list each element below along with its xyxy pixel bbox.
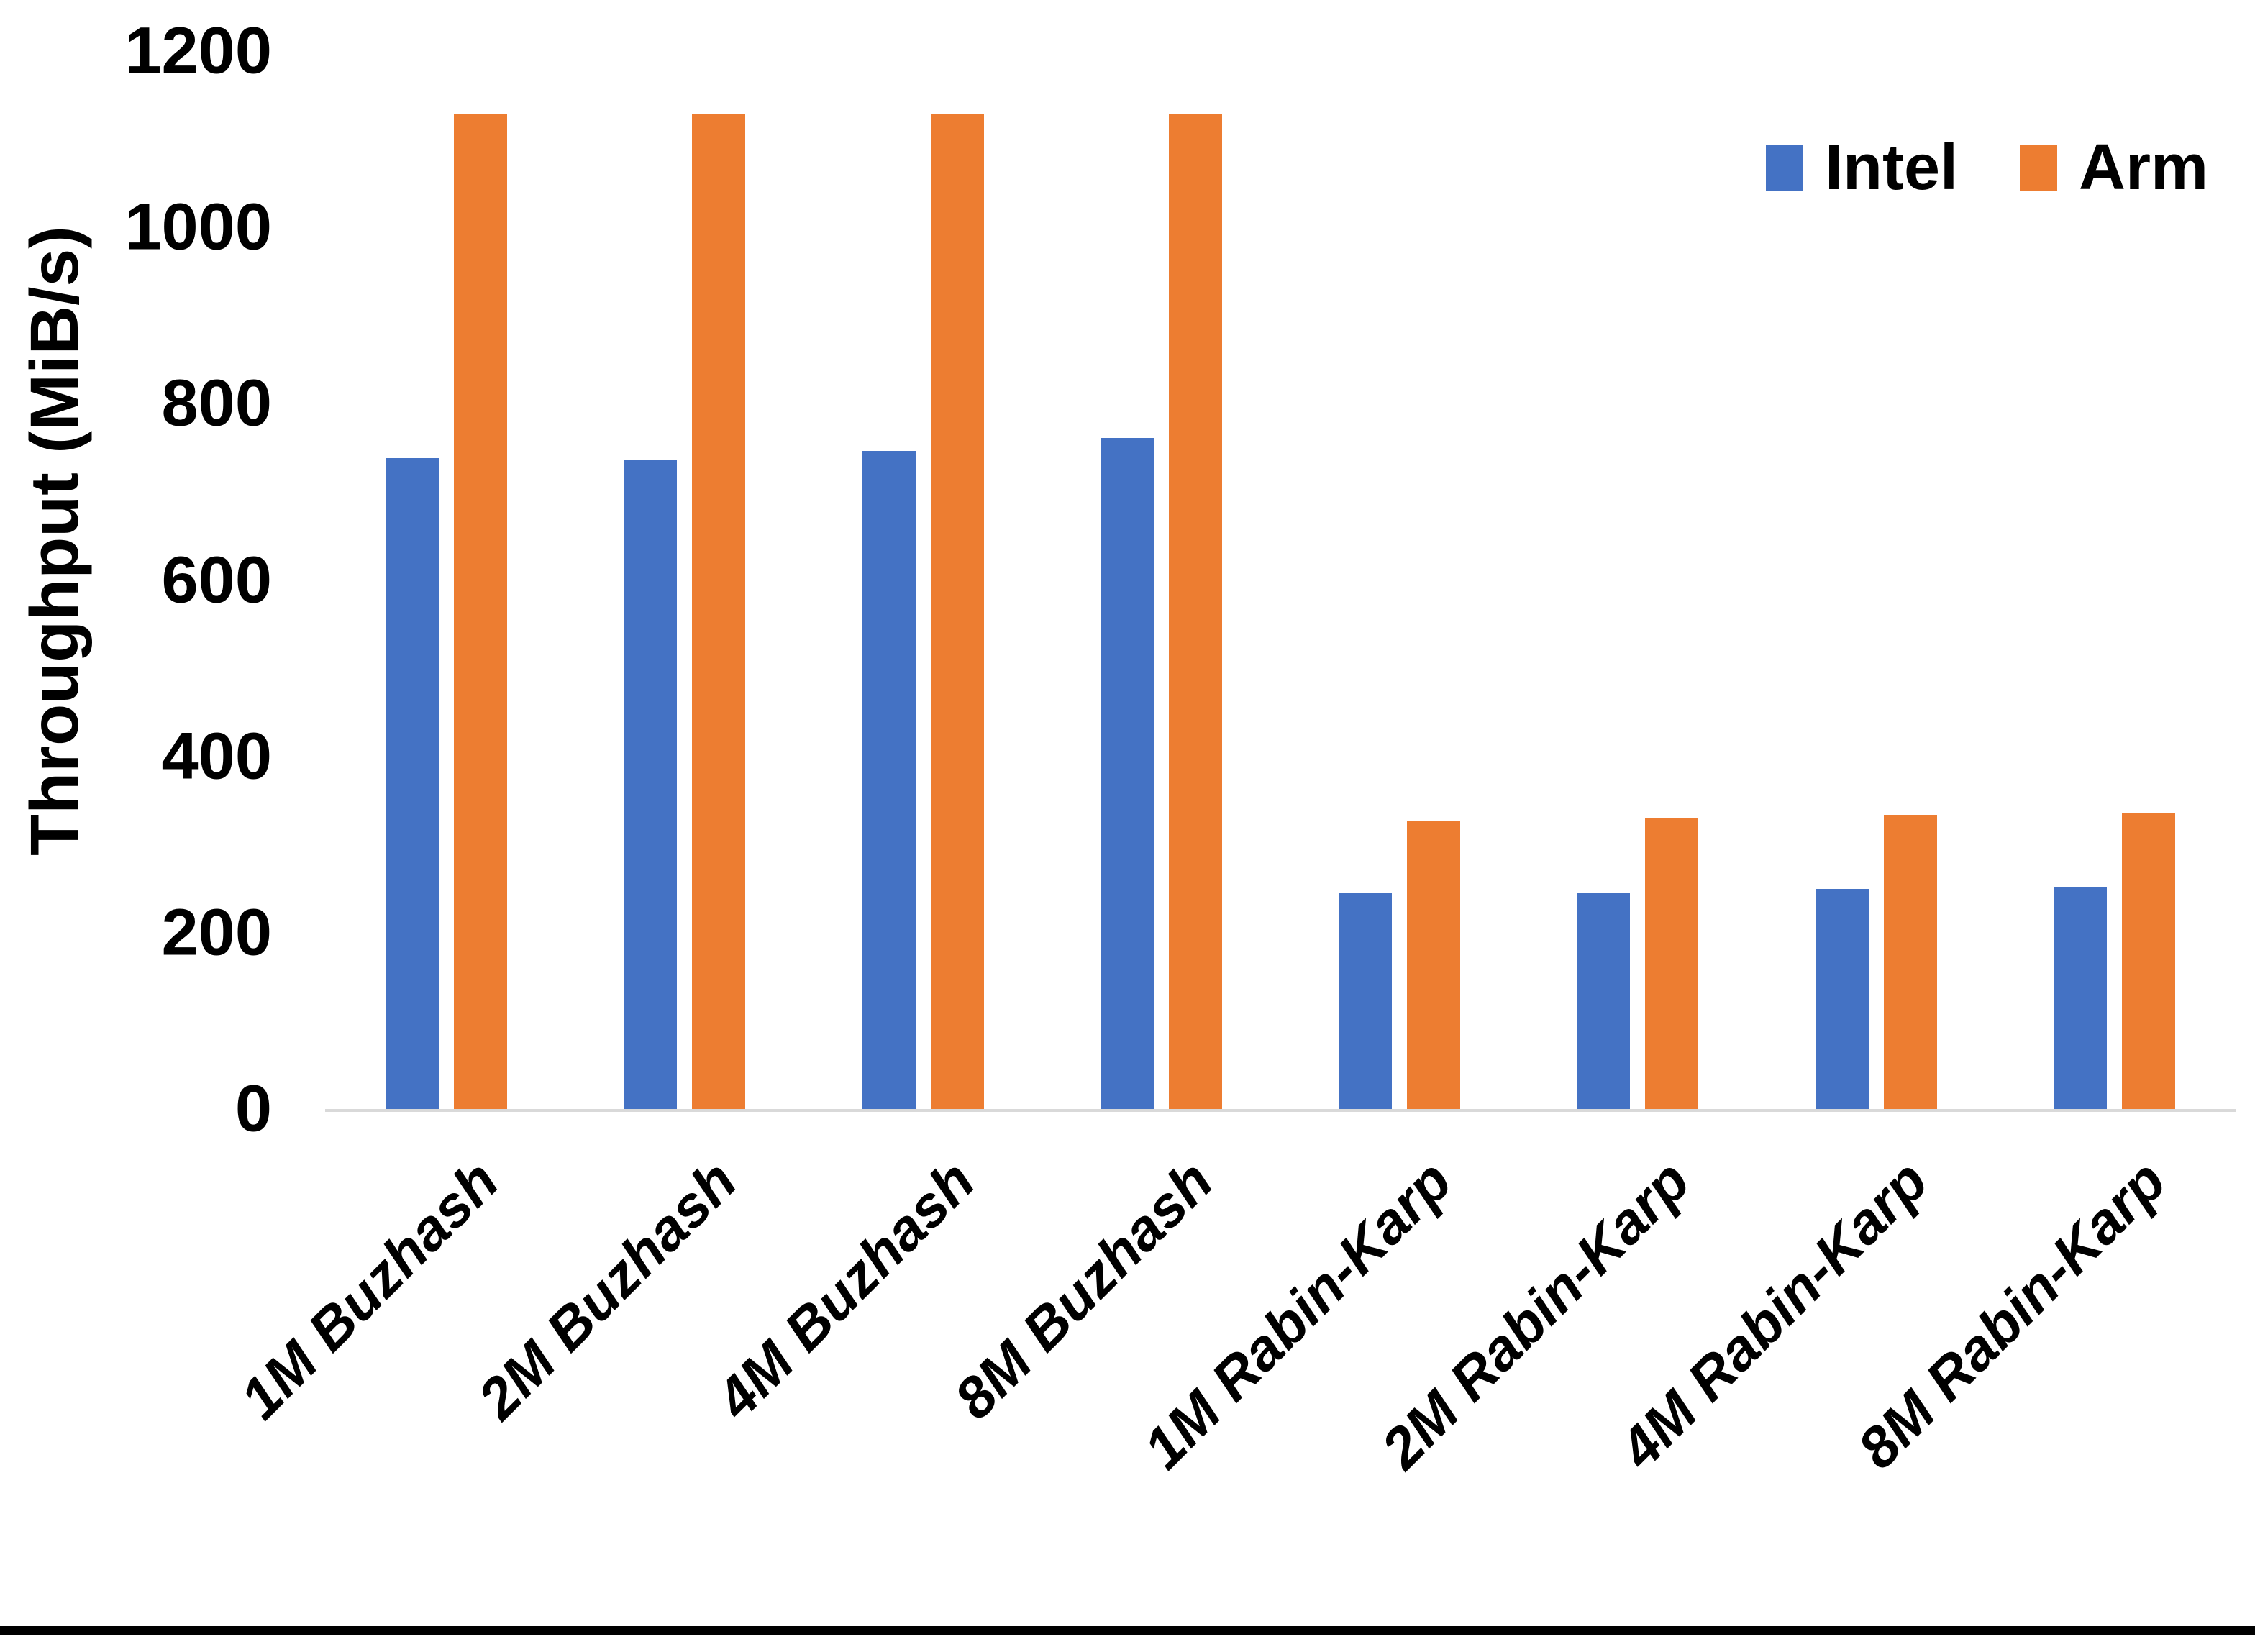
y-tick-label-400: 400 xyxy=(161,719,273,793)
x-category-label-8m-buzhash: 8M Buzhash xyxy=(942,1148,1226,1431)
x-category-label-1m-rabin-karp: 1M Rabin-Karp xyxy=(1131,1148,1464,1481)
y-tick-label-800: 800 xyxy=(161,366,273,440)
intel-bar-4m-buzhash xyxy=(862,451,916,1110)
arm-bar-8m-rabin-karp xyxy=(2121,812,2175,1110)
arm-bar-1m-buzhash xyxy=(454,114,508,1110)
legend: Intel Arm xyxy=(1766,131,2208,205)
x-category-label-4m-rabin-karp: 4M Rabin-Karp xyxy=(1607,1148,1940,1481)
intel-bar-1m-buzhash xyxy=(386,457,439,1110)
arm-bar-4m-rabin-karp xyxy=(1883,815,1937,1110)
arm-legend-swatch-icon xyxy=(2020,145,2058,191)
arm-bar-1m-rabin-karp xyxy=(1407,820,1461,1110)
intel-bar-4m-rabin-karp xyxy=(1815,889,1869,1110)
intel-bar-2m-rabin-karp xyxy=(1577,893,1631,1110)
x-category-label-2m-rabin-karp: 2M Rabin-Karp xyxy=(1369,1148,1702,1481)
y-tick-label-200: 200 xyxy=(161,895,273,969)
intel-legend-swatch-icon xyxy=(1766,145,1803,191)
x-category-label-8m-rabin-karp: 8M Rabin-Karp xyxy=(1845,1148,2179,1481)
legend-item-intel: Intel xyxy=(1766,131,1958,205)
intel-bar-8m-rabin-karp xyxy=(2053,887,2107,1110)
arm-bar-4m-buzhash xyxy=(930,114,984,1110)
arm-bar-2m-rabin-karp xyxy=(1645,818,1699,1110)
y-tick-label-1200: 1200 xyxy=(124,14,272,88)
x-axis-line xyxy=(325,1109,2236,1112)
arm-bar-8m-buzhash xyxy=(1168,113,1222,1110)
intel-bar-1m-rabin-karp xyxy=(1339,893,1393,1110)
x-category-label-1m-buzhash: 1M Buzhash xyxy=(227,1148,511,1431)
window-bottom-border xyxy=(0,1626,2255,1635)
intel-bar-2m-buzhash xyxy=(624,460,678,1110)
legend-label-intel: Intel xyxy=(1825,132,1959,204)
legend-label-arm: Arm xyxy=(2079,132,2209,204)
intel-bar-8m-buzhash xyxy=(1100,437,1154,1110)
arm-bar-2m-buzhash xyxy=(692,114,746,1110)
y-tick-label-1000: 1000 xyxy=(124,190,272,264)
y-tick-label-600: 600 xyxy=(161,542,273,616)
legend-item-arm: Arm xyxy=(2020,131,2208,205)
y-tick-label-0: 0 xyxy=(234,1072,272,1146)
x-category-label-2m-buzhash: 2M Buzhash xyxy=(465,1148,749,1431)
x-category-label-4m-buzhash: 4M Buzhash xyxy=(703,1148,987,1431)
